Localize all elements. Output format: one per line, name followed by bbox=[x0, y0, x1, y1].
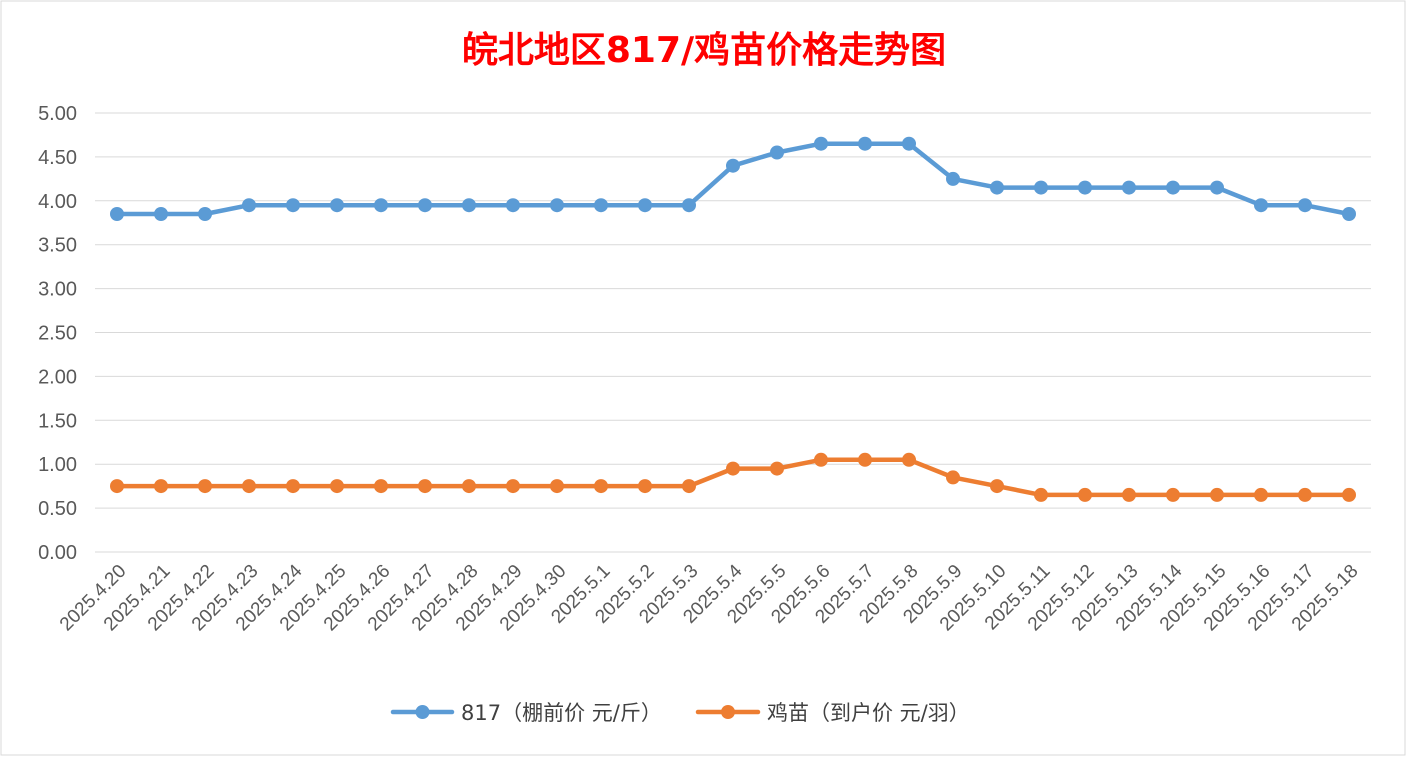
data-point bbox=[594, 198, 608, 213]
data-point bbox=[682, 198, 696, 213]
data-point bbox=[946, 470, 960, 485]
data-point bbox=[242, 198, 256, 213]
data-point bbox=[330, 198, 344, 213]
data-point bbox=[506, 479, 520, 494]
data-point bbox=[1166, 180, 1180, 195]
data-point bbox=[154, 479, 168, 494]
data-point bbox=[1298, 487, 1312, 502]
data-point bbox=[550, 479, 564, 494]
legend-label: 817（棚前价 元/斤） bbox=[461, 701, 662, 725]
data-point bbox=[682, 479, 696, 494]
data-point bbox=[198, 207, 212, 221]
data-point bbox=[462, 198, 476, 213]
data-point bbox=[286, 479, 300, 494]
y-tick-label: 0.50 bbox=[38, 498, 77, 520]
data-point bbox=[330, 479, 344, 494]
data-point bbox=[858, 452, 872, 467]
data-point bbox=[1342, 487, 1356, 502]
data-point bbox=[990, 180, 1004, 195]
data-point bbox=[902, 452, 916, 467]
data-point bbox=[154, 207, 168, 221]
data-point bbox=[110, 207, 124, 221]
data-point bbox=[990, 479, 1004, 494]
data-point bbox=[1210, 487, 1224, 502]
y-tick-label: 3.00 bbox=[38, 279, 77, 301]
data-point bbox=[550, 198, 564, 213]
y-tick-label: 1.50 bbox=[38, 410, 77, 432]
data-point bbox=[286, 198, 300, 213]
legend-marker bbox=[415, 705, 430, 719]
data-point bbox=[110, 479, 124, 494]
data-point bbox=[198, 479, 212, 494]
data-point bbox=[770, 145, 784, 160]
series-layer bbox=[110, 136, 1356, 502]
data-point bbox=[1166, 487, 1180, 502]
chart-title: 皖北地区817/鸡苗价格走势图 bbox=[462, 30, 946, 71]
data-point bbox=[418, 479, 432, 494]
data-point bbox=[1078, 487, 1092, 502]
data-point bbox=[726, 461, 740, 476]
y-tick-label: 2.00 bbox=[38, 366, 77, 388]
legend-marker bbox=[721, 705, 735, 719]
data-point bbox=[814, 136, 828, 151]
data-point bbox=[374, 479, 388, 494]
data-point bbox=[770, 461, 784, 476]
data-point bbox=[1122, 180, 1136, 195]
data-point bbox=[594, 479, 608, 494]
data-point bbox=[1254, 487, 1268, 502]
data-point bbox=[506, 198, 520, 213]
data-point bbox=[858, 136, 872, 151]
data-point bbox=[1298, 198, 1312, 213]
legend: 817（棚前价 元/斤） 鸡苗（到户价 元/羽） bbox=[390, 701, 970, 725]
y-tick-label: 4.50 bbox=[38, 147, 77, 169]
data-point bbox=[1342, 207, 1356, 221]
y-tick-label: 0.00 bbox=[38, 542, 77, 564]
y-tick-label: 4.00 bbox=[38, 191, 77, 213]
data-point bbox=[1034, 487, 1048, 502]
data-point bbox=[902, 136, 916, 151]
data-point bbox=[638, 198, 652, 213]
y-tick-label: 2.50 bbox=[38, 323, 77, 345]
legend-label: 鸡苗（到户价 元/羽） bbox=[767, 701, 970, 725]
data-point bbox=[946, 171, 960, 186]
data-point bbox=[1034, 180, 1048, 195]
data-point bbox=[1078, 180, 1092, 195]
data-point bbox=[1210, 180, 1224, 195]
data-point bbox=[374, 198, 388, 213]
data-point bbox=[726, 158, 740, 173]
data-point bbox=[1122, 487, 1136, 502]
data-point bbox=[462, 479, 476, 494]
grid-layer bbox=[95, 112, 1371, 553]
data-point bbox=[242, 479, 256, 494]
y-tick-label: 3.50 bbox=[38, 235, 77, 257]
y-tick-label: 5.00 bbox=[38, 103, 77, 125]
data-point bbox=[418, 198, 432, 213]
data-point bbox=[638, 479, 652, 494]
data-point bbox=[814, 452, 828, 467]
y-tick-label: 1.00 bbox=[38, 454, 77, 476]
data-point bbox=[1254, 198, 1268, 213]
y-axis-ticks: 0.00 0.50 1.00 1.50 2.00 2.50 3.00 3.50 4.00 4.50… bbox=[38, 103, 77, 564]
